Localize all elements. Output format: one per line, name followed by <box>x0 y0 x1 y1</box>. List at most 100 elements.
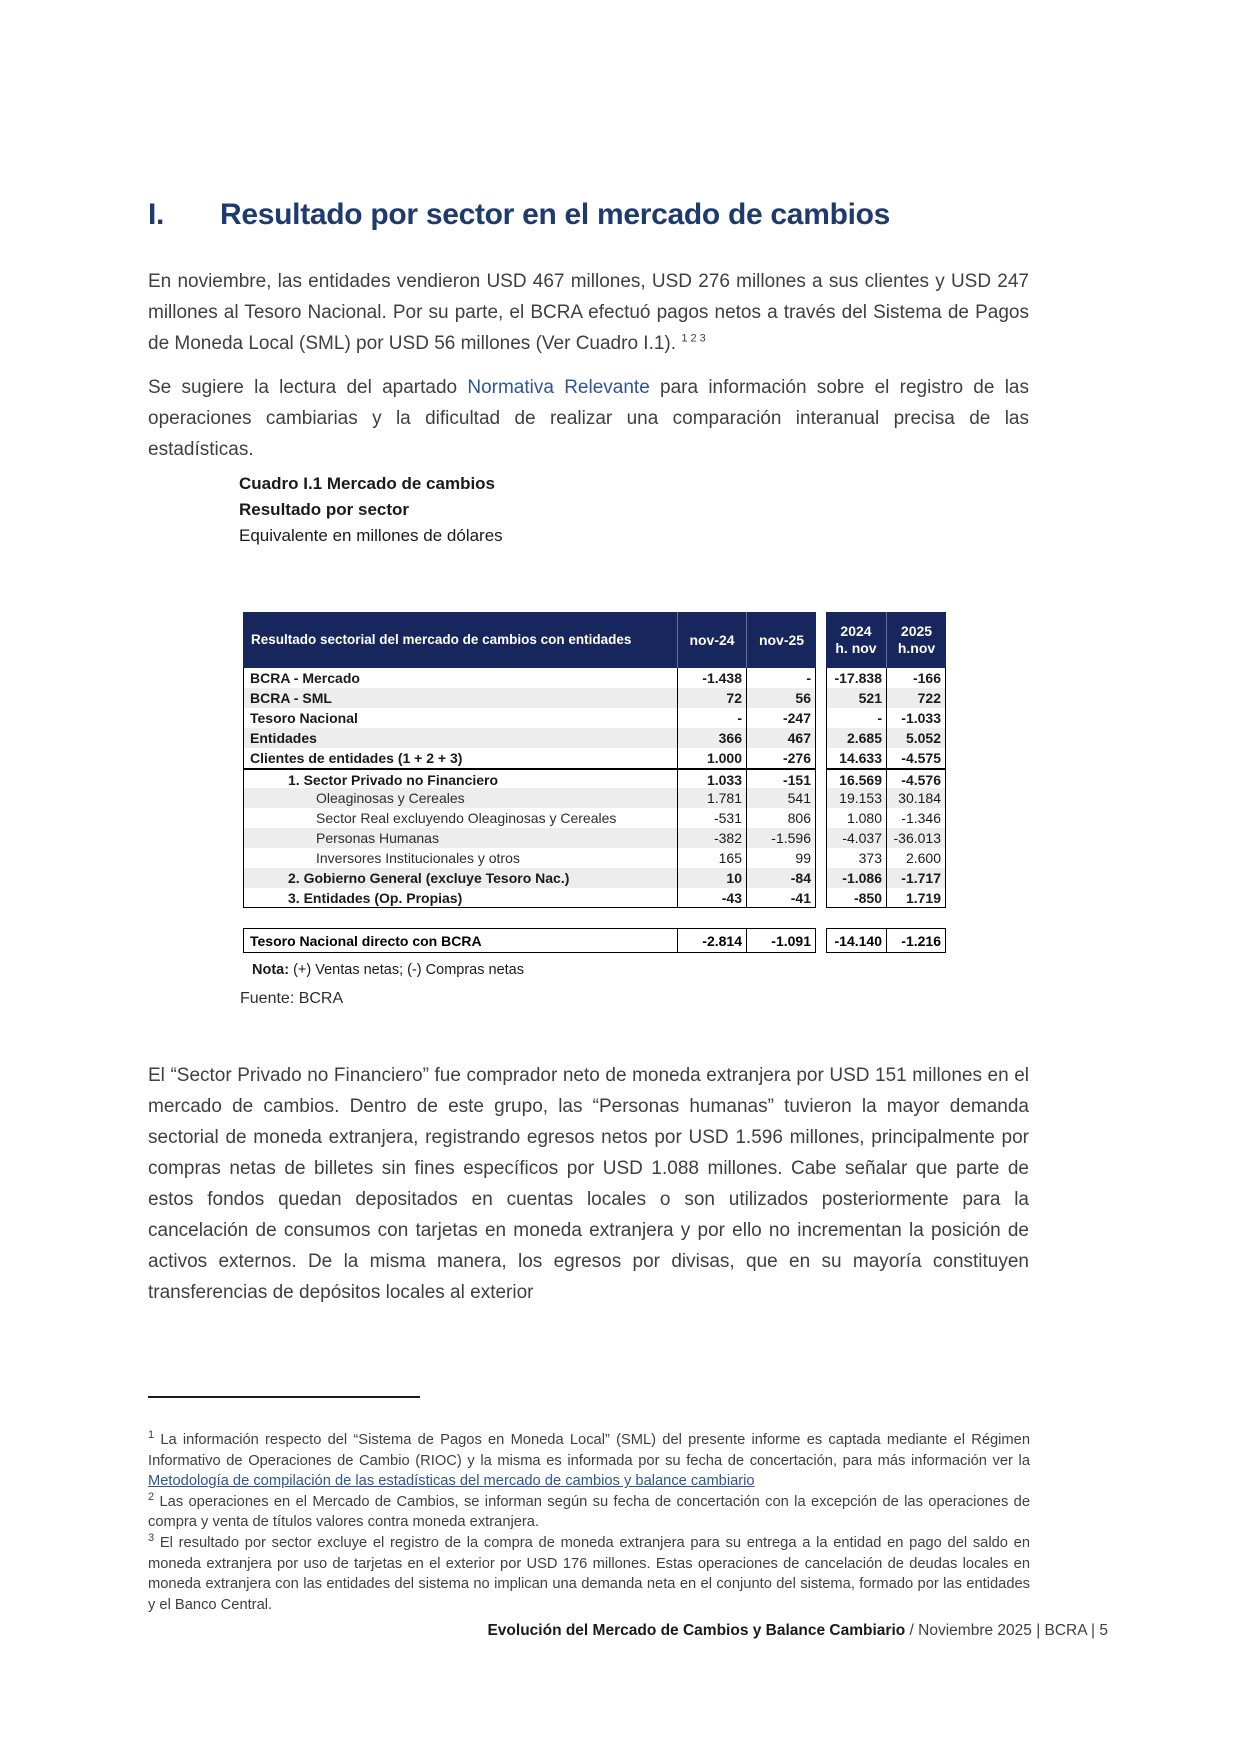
row-label: Entidades <box>243 728 677 748</box>
footnote-3-marker: 3 <box>148 1532 155 1545</box>
row-value: -382 <box>677 828 746 848</box>
row-value: - <box>677 708 746 728</box>
row-value: -43 <box>677 888 746 908</box>
table-row: Sector Real excluyendo Oleaginosas y Cer… <box>243 808 946 828</box>
footnote-3: 3 El resultado por sector excluye el reg… <box>148 1533 1030 1615</box>
row-value: 541 <box>746 788 816 808</box>
table-body: BCRA - Mercado -1.438- -17.838 -166 BCRA - S… <box>243 668 946 908</box>
row-value: -4.576 <box>886 768 946 788</box>
normativa-relevante-link[interactable]: Normativa Relevante <box>467 377 650 398</box>
intro-paragraph-2-post: para información sobre el registro de la… <box>148 377 1029 460</box>
col-gap <box>816 728 826 748</box>
tesoro-directo-table: Tesoro Nacional directo con BCRA -2.814 … <box>243 928 946 953</box>
table-note: Nota: (+) Ventas netas; (-) Compras neta… <box>252 962 524 978</box>
row-label: Clientes de entidades (1 + 2 + 3) <box>243 748 677 768</box>
row-label: 2. Gobierno General (excluye Tesoro Nac.… <box>243 868 677 888</box>
row-value: -1.596 <box>746 828 816 848</box>
footnote-references: 1 2 3 <box>681 332 706 345</box>
intro-paragraph-1-text: En noviembre, las entidades vendieron US… <box>148 271 1029 354</box>
row-value: 2.685 <box>826 728 886 748</box>
page-footer: Evolución del Mercado de Cambios y Balan… <box>148 1622 1108 1640</box>
col-gap <box>816 928 826 953</box>
row-value: -166 <box>886 668 946 688</box>
row-value: 1.080 <box>826 808 886 828</box>
table-caption: Cuadro I.1 Mercado de cambios Resultado … <box>239 471 503 549</box>
table-note-label: Nota: <box>252 962 290 978</box>
table-header-2025-sub: h.nov <box>897 640 936 656</box>
row-value: 1.719 <box>886 888 946 908</box>
row-label: Oleaginosas y Cereales <box>243 788 677 808</box>
row-value: -276 <box>746 748 816 768</box>
table-row: 2. Gobierno General (excluye Tesoro Nac.… <box>243 868 946 888</box>
row-value: 10 <box>677 868 746 888</box>
row-value: 722 <box>886 688 946 708</box>
table-header-2025-hnov: 2025 h.nov <box>886 612 946 668</box>
row-value: -1.086 <box>826 868 886 888</box>
table-caption-line3: Equivalente en millones de dólares <box>239 526 503 545</box>
row-value: 19.153 <box>826 788 886 808</box>
row-label: 3. Entidades (Op. Propias) <box>243 888 677 908</box>
table-note-text: (+) Ventas netas; (-) Compras netas <box>289 962 524 978</box>
intro-paragraph-1: En noviembre, las entidades vendieron US… <box>148 266 1029 359</box>
col-gap <box>816 748 826 768</box>
footnote-3-text: El resultado por sector excluye el regis… <box>148 1534 1030 1613</box>
row-value: 366 <box>677 728 746 748</box>
row-label: Tesoro Nacional directo con BCRA <box>243 928 677 953</box>
footer-meta: / Noviembre 2025 | BCRA | 5 <box>905 1622 1108 1639</box>
row-value: -17.838 <box>826 668 886 688</box>
metodologia-link[interactable]: Metodología de compilación de las estadí… <box>148 1473 755 1490</box>
col-gap <box>816 828 826 848</box>
section-number: I. <box>148 198 165 231</box>
footer-report-title: Evolución del Mercado de Cambios y Balan… <box>487 1622 906 1639</box>
row-label: Personas Humanas <box>243 828 677 848</box>
row-value: -2.814 <box>677 928 746 953</box>
table-header-nov25: nov-25 <box>746 612 816 668</box>
section-title: Resultado por sector en el mercado de ca… <box>220 198 891 231</box>
row-value: - <box>826 708 886 728</box>
footnotes-section: 1 La información respecto del “Sistema d… <box>148 1430 1030 1615</box>
table-header-2025: 2025 <box>900 623 933 639</box>
row-value: 30.184 <box>886 788 946 808</box>
col-gap <box>816 788 826 808</box>
col-gap <box>816 688 826 708</box>
row-label: Sector Real excluyendo Oleaginosas y Cer… <box>243 808 677 828</box>
row-value: 5.052 <box>886 728 946 748</box>
row-value: 56 <box>746 688 816 708</box>
exchange-market-table: Resultado sectorial del mercado de cambi… <box>243 612 946 908</box>
row-value: -1.346 <box>886 808 946 828</box>
footnote-divider <box>148 1396 420 1398</box>
row-value: 1.033 <box>677 768 746 788</box>
row-value: -36.013 <box>886 828 946 848</box>
col-gap <box>816 868 826 888</box>
body-paragraph: El “Sector Privado no Financiero” fue co… <box>148 1065 1029 1303</box>
col-gap <box>816 808 826 828</box>
footnote-1-text: La información respecto del “Sistema de … <box>148 1432 1030 1469</box>
row-value: 1.781 <box>677 788 746 808</box>
intro-paragraph-2: Se sugiere la lectura del apartado Norma… <box>148 372 1029 465</box>
footnote-2-marker: 2 <box>148 1490 155 1503</box>
table-caption-line2: Resultado por sector <box>239 500 410 519</box>
row-value: 521 <box>826 688 886 708</box>
table-row: Oleaginosas y Cereales 1.781 541 19.153 30.1… <box>243 788 946 808</box>
row-value: 16.569 <box>826 768 886 788</box>
row-value: -41 <box>746 888 816 908</box>
table-row: BCRA - Mercado -1.438- -17.838 -166 <box>243 668 946 688</box>
row-value: -1.091 <box>746 928 816 953</box>
table-row: BCRA - SML 72 56 521 722 <box>243 688 946 708</box>
footnote-1: 1 La información respecto del “Sistema d… <box>148 1430 1030 1492</box>
row-value: 14.633 <box>826 748 886 768</box>
row-value: -531 <box>677 808 746 828</box>
table-header-label: Resultado sectorial del mercado de cambi… <box>243 612 677 668</box>
row-value: 72 <box>677 688 746 708</box>
table-header-2024: 2024 <box>840 623 872 639</box>
table-header-nov24: nov-24 <box>677 612 746 668</box>
row-value: 373 <box>826 848 886 868</box>
intro-paragraph-2-pre: Se sugiere la lectura del apartado <box>148 377 468 398</box>
table-header-row: Resultado sectorial del mercado de cambi… <box>243 612 946 668</box>
col-gap <box>816 848 826 868</box>
footnote-2: 2 Las operaciones en el Mercado de Cambi… <box>148 1490 1030 1533</box>
table-row: Tesoro Nacional directo con BCRA -2.814 … <box>243 928 946 953</box>
row-label: Tesoro Nacional <box>243 708 677 728</box>
row-value: 467 <box>746 728 816 748</box>
